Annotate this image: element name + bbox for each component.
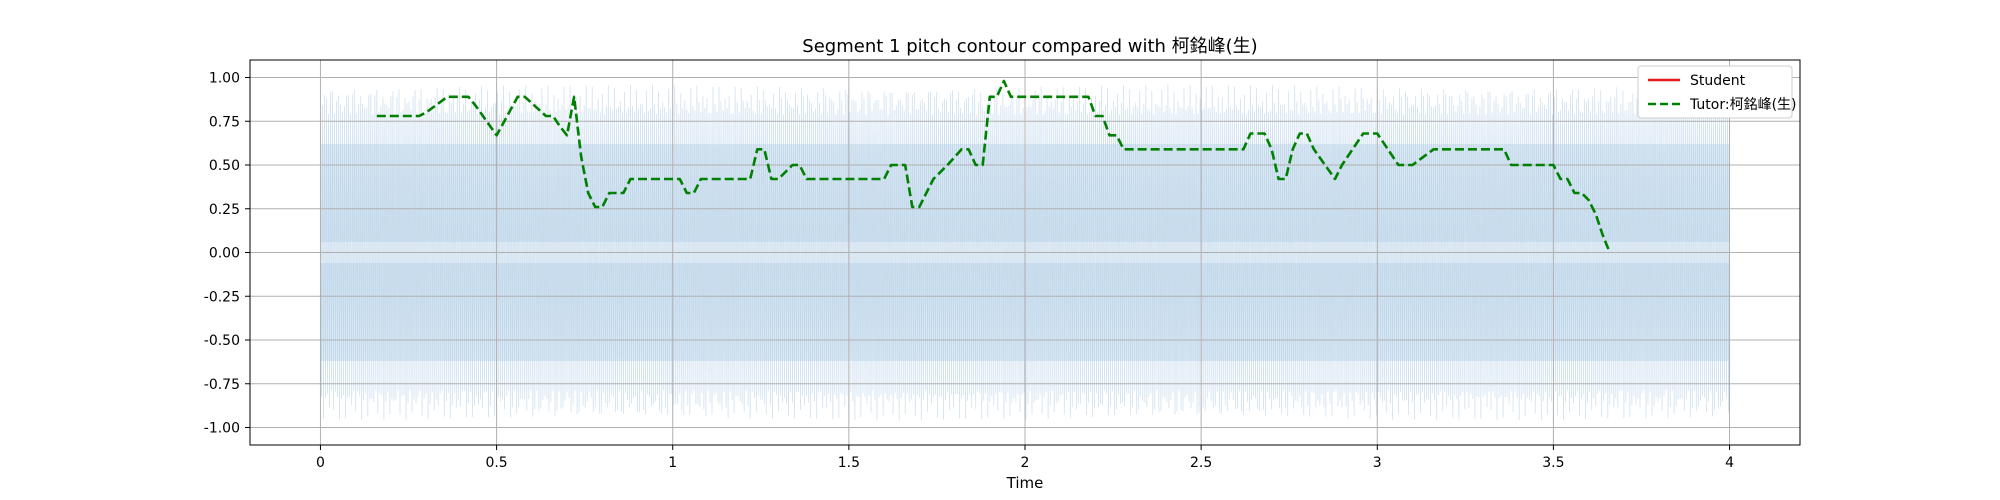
x-axis: 0 0.5 1 1.5 2 2.5 3 3.5 4 — [316, 445, 1734, 471]
legend: Student Tutor:柯銘峰(生) — [1637, 65, 1797, 119]
legend-label: Tutor:柯銘峰(生) — [1689, 97, 1797, 113]
x-tick-label: 3.5 — [1542, 455, 1564, 471]
legend-label: Student — [1690, 73, 1746, 89]
y-tick-label: 1.00 — [209, 71, 240, 87]
x-tick-label: 2 — [1021, 455, 1030, 471]
x-tick-label: 3 — [1373, 455, 1382, 471]
y-tick-label: -0.25 — [204, 289, 240, 305]
y-tick-label: -0.75 — [204, 377, 240, 393]
plot-area — [249, 59, 1801, 446]
y-axis: 1.00 0.75 0.50 0.25 0.00 -0.25 -0.50 -0.75 -1.00 — [204, 71, 250, 437]
y-tick-label: 0.00 — [209, 246, 240, 262]
chart-title: Segment 1 pitch contour compared with 柯銘… — [802, 36, 1257, 57]
y-tick-label: 0.50 — [209, 158, 240, 174]
x-tick-label: 0 — [316, 455, 325, 471]
y-tick-label: -0.50 — [204, 333, 240, 349]
y-tick-label: -1.00 — [204, 421, 240, 437]
x-tick-label: 0.5 — [485, 455, 507, 471]
x-tick-label: 1 — [668, 455, 677, 471]
x-axis-title: Time — [1006, 474, 1044, 492]
x-tick-label: 4 — [1725, 455, 1734, 471]
y-tick-label: 0.25 — [209, 202, 240, 218]
x-tick-label: 1.5 — [838, 455, 860, 471]
y-tick-label: 0.75 — [209, 114, 240, 130]
x-tick-label: 2.5 — [1190, 455, 1212, 471]
